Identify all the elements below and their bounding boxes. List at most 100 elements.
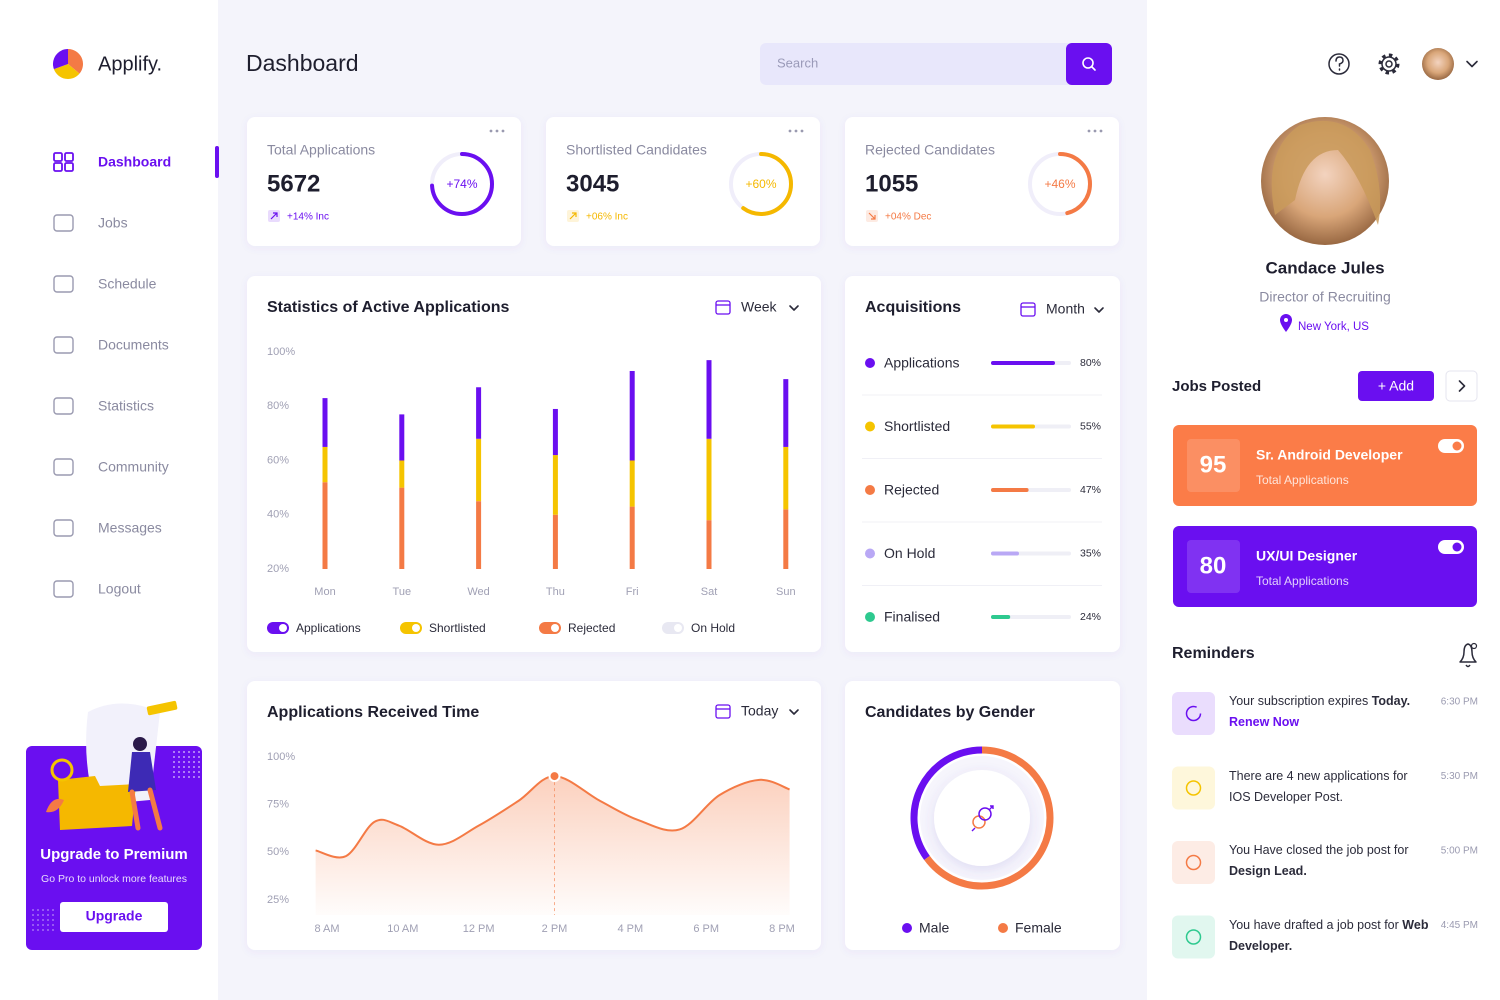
x-tick-label: 6 PM <box>693 923 719 935</box>
decor-dot <box>47 929 49 931</box>
period-dropdown[interactable] <box>715 300 731 315</box>
decor-dot <box>188 776 190 778</box>
menu-dot[interactable] <box>1093 129 1097 133</box>
legend-item[interactable] <box>267 622 289 634</box>
next-button[interactable] <box>1445 370 1478 402</box>
job-card[interactable] <box>1173 526 1477 607</box>
x-tick-label: Tue <box>393 586 412 598</box>
nav-item[interactable] <box>53 519 74 537</box>
menu-dot[interactable] <box>788 129 792 133</box>
account-menu[interactable] <box>1422 48 1454 80</box>
search-button[interactable] <box>1066 43 1112 85</box>
logo-shape <box>52 49 68 70</box>
donut-segment <box>910 746 983 861</box>
period-dropdown[interactable] <box>715 704 731 719</box>
menu-dot[interactable] <box>495 129 499 133</box>
decor-dot <box>47 914 49 916</box>
trend-arrow <box>569 212 577 220</box>
search-box[interactable] <box>760 43 1080 85</box>
brand-name: Applify. <box>98 53 162 75</box>
stat-title: Shortlisted Candidates <box>566 142 707 158</box>
decor-dot <box>32 909 34 911</box>
nav-label: Community <box>98 459 169 475</box>
legend-dot <box>865 421 875 432</box>
period-dropdown[interactable] <box>1020 302 1036 317</box>
menu-dot[interactable] <box>1099 129 1103 133</box>
count-box <box>1187 540 1240 593</box>
nav-icon <box>64 152 74 162</box>
period-label: Today <box>741 703 778 719</box>
job-card-bg <box>1173 526 1477 607</box>
bar-segment <box>476 438 482 502</box>
nav-item[interactable] <box>53 146 219 178</box>
gender-icon <box>971 805 994 832</box>
settings-button[interactable] <box>1378 53 1400 75</box>
nav-item[interactable] <box>53 458 74 476</box>
ring-progress <box>430 152 494 216</box>
legend-item[interactable] <box>539 622 561 634</box>
decor-dot <box>37 909 39 911</box>
menu-dot[interactable] <box>1087 129 1091 133</box>
decor-dot <box>47 924 49 926</box>
decor-dot <box>32 924 34 926</box>
chevron-icon <box>1458 380 1466 392</box>
help-button[interactable] <box>1328 53 1350 75</box>
y-tick-label: 20% <box>267 563 289 575</box>
decor-dot <box>52 909 54 911</box>
decor-dot <box>183 766 185 768</box>
ring-label: +74% <box>446 177 477 191</box>
menu-dot[interactable] <box>794 129 798 133</box>
legend-item[interactable] <box>400 622 422 634</box>
acquisition-name: Finalised <box>884 609 940 625</box>
nav-label: Logout <box>98 581 141 597</box>
nav-icon <box>53 162 63 172</box>
bar-segment <box>629 506 635 569</box>
reminder-link[interactable]: Renew Now <box>1229 715 1300 729</box>
stat-value: 5672 <box>267 170 320 197</box>
avatar <box>1422 48 1454 80</box>
bar-segment <box>706 520 712 569</box>
nav-item[interactable] <box>53 580 74 598</box>
period-label: Month <box>1046 301 1085 317</box>
decor-dot <box>188 761 190 763</box>
nav-icon <box>53 519 74 537</box>
bar-segment <box>706 438 712 521</box>
location-pin-hole <box>1284 318 1288 322</box>
nav-item[interactable] <box>53 214 74 232</box>
reminder-time: 5:30 PM <box>1441 771 1478 782</box>
nav-item[interactable] <box>53 275 74 293</box>
stat-title: Rejected Candidates <box>865 142 995 158</box>
x-tick-label: 10 AM <box>387 923 418 935</box>
acquisition-value: 24% <box>1080 611 1101 623</box>
reminder-time: 4:45 PM <box>1441 920 1478 931</box>
job-title: Sr. Android Developer <box>1256 447 1403 463</box>
reminder-icon-bg <box>1172 841 1215 884</box>
menu-dot[interactable] <box>489 129 493 133</box>
decor-dot <box>178 756 180 758</box>
legend-item[interactable] <box>662 622 684 634</box>
brand-logo <box>52 49 84 80</box>
add-job-button[interactable] <box>1358 371 1434 401</box>
toggle-knob <box>412 624 420 632</box>
decor-dot <box>42 919 44 921</box>
decor-dot <box>52 929 54 931</box>
upgrade-button[interactable] <box>60 902 168 932</box>
upgrade-title: Upgrade to Premium <box>40 846 188 863</box>
nav-item[interactable] <box>53 336 74 354</box>
illustration-head <box>133 737 147 751</box>
menu-dot[interactable] <box>800 129 804 133</box>
bar-segment <box>783 446 789 510</box>
nav-icon <box>64 162 74 172</box>
nav-icon <box>53 275 74 293</box>
nav-item[interactable] <box>53 397 74 415</box>
reminder-icon-bg <box>1172 766 1215 810</box>
job-card[interactable] <box>1173 425 1477 506</box>
bar-segment <box>476 387 482 439</box>
reminder-icon <box>1185 854 1202 871</box>
decor-dot <box>52 924 54 926</box>
legend-dot <box>865 548 875 559</box>
reminder-text: You have drafted a job post for Web Deve… <box>1229 915 1429 957</box>
decor-dot <box>183 761 185 763</box>
menu-dot[interactable] <box>501 129 505 133</box>
legend-label: Female <box>1015 920 1062 936</box>
